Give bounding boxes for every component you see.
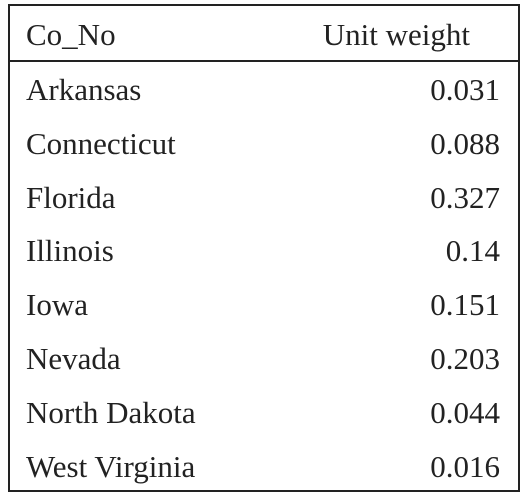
weight-cell: 0.016 <box>430 448 500 484</box>
table-row: West Virginia 0.016 <box>10 440 518 494</box>
state-cell: Iowa <box>26 287 88 323</box>
state-cell: West Virginia <box>26 448 196 484</box>
table-row: Iowa 0.151 <box>10 278 518 332</box>
state-cell: Connecticut <box>26 125 176 161</box>
weight-cell: 0.203 <box>430 341 500 376</box>
weight-cell: 0.088 <box>430 125 500 161</box>
header-cell: Unit weight <box>322 17 470 52</box>
weight-cell: 0.151 <box>430 287 500 323</box>
table-row: Arkansas 0.031 <box>10 63 518 117</box>
table: Co_No Unit weight Arkansas 0.031 Connectic… <box>8 4 520 492</box>
state-cell: North Dakota <box>26 394 196 430</box>
weight-cell: 0.044 <box>430 394 500 430</box>
state-cell: Nevada <box>26 341 121 376</box>
state-cell: Arkansas <box>26 72 142 107</box>
header-row: Co_No Unit weight <box>10 8 518 62</box>
table-row: Florida 0.327 <box>10 171 518 225</box>
table-row: Connecticut 0.088 <box>10 117 518 171</box>
table-row: North Dakota 0.044 <box>10 386 518 440</box>
state-cell: Florida <box>26 179 116 215</box>
table-row: Nevada 0.203 <box>10 332 518 386</box>
weight-cell: 0.031 <box>430 72 500 107</box>
state-cell: Illinois <box>26 233 114 269</box>
table-row: Illinois 0.14 <box>10 224 518 278</box>
header-cell: Co_No <box>26 17 116 52</box>
weight-cell: 0.14 <box>445 233 500 269</box>
weight-cell: 0.327 <box>430 179 500 215</box>
header-rule <box>10 60 518 62</box>
